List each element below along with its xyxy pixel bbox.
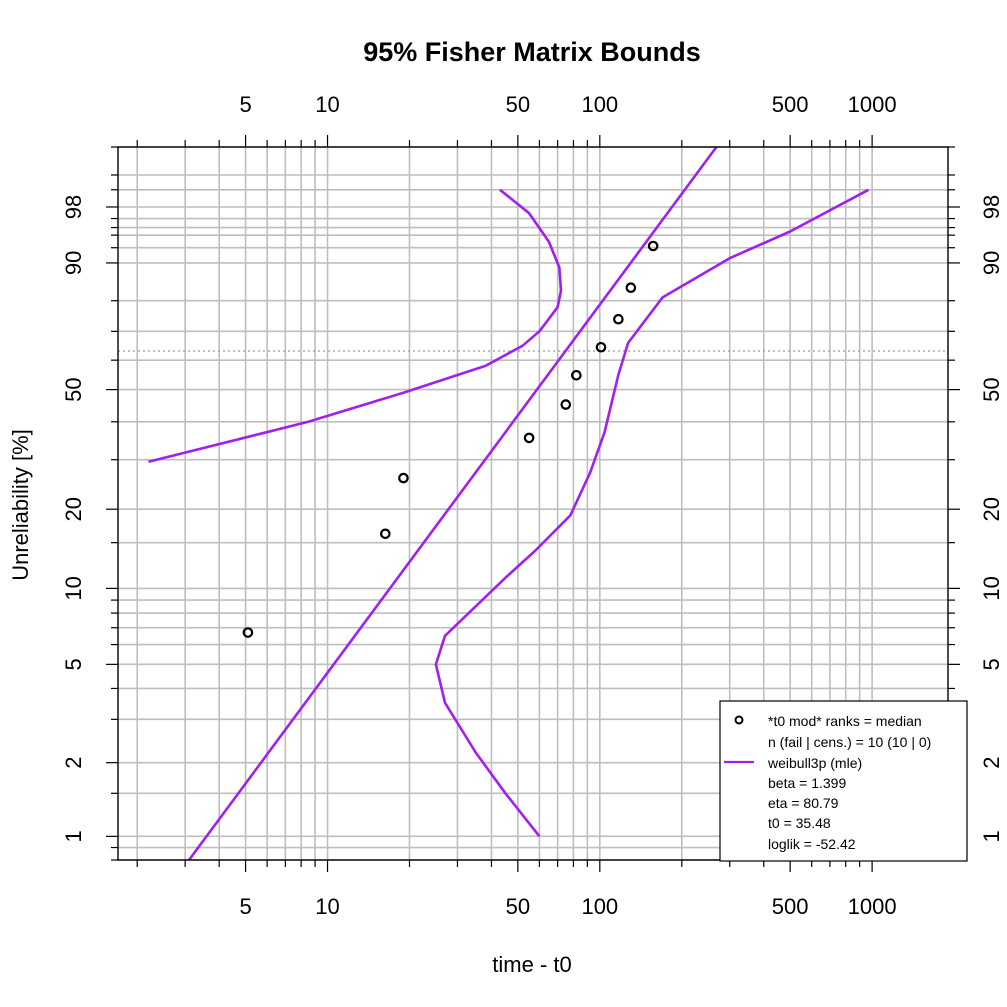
plot-frame xyxy=(117,146,949,861)
y-tick-label-left: 98 xyxy=(61,195,86,219)
legend: *t0 mod* ranks = median n (fail | cens.)… xyxy=(719,700,968,862)
y-tick-label-right: 2 xyxy=(979,757,1004,769)
x-tick-label-top: 1000 xyxy=(848,92,897,117)
y-tick-label-right: 90 xyxy=(979,251,1004,275)
legend-entry: n (fail | cens.) = 10 (10 | 0) xyxy=(768,734,931,750)
legend-entry: eta = 80.79 xyxy=(768,795,839,811)
legend-entry: t0 = 35.48 xyxy=(768,815,831,831)
x-tick-label-top: 5 xyxy=(239,92,251,117)
data-point xyxy=(625,282,637,294)
legend-entry: loglik = -52.42 xyxy=(768,836,856,852)
x-tick-label-bottom: 1000 xyxy=(848,894,897,919)
y-tick-label-right: 1 xyxy=(979,830,1004,842)
y-tick-label-left: 10 xyxy=(61,576,86,600)
data-point xyxy=(523,432,535,444)
y-axis-label: Unreliability [%] xyxy=(8,429,33,581)
x-tick-label-bottom: 100 xyxy=(581,894,618,919)
y-tick-label-left: 90 xyxy=(61,251,86,275)
chart-title: 95% Fisher Matrix Bounds xyxy=(363,37,701,67)
legend-entry: *t0 mod* ranks = median xyxy=(768,713,922,729)
fit-line xyxy=(187,146,718,861)
data-point xyxy=(647,240,659,252)
data-point xyxy=(571,369,582,381)
data-point xyxy=(242,627,254,638)
x-tick-label-top: 10 xyxy=(315,92,339,117)
x-tick-label-top: 50 xyxy=(506,92,530,117)
y-tick-label-left: 1 xyxy=(61,830,86,842)
y-tick-label-right: 10 xyxy=(979,576,1004,600)
legend-point-symbol xyxy=(734,715,744,725)
data-points xyxy=(242,240,659,638)
y-tick-label-left: 50 xyxy=(61,377,86,401)
x-axis-label: time - t0 xyxy=(492,952,571,977)
y-tick-label-left: 20 xyxy=(61,497,86,521)
x-tick-label-bottom: 10 xyxy=(315,894,339,919)
data-point xyxy=(613,313,624,325)
legend-entry: weibull3p (mle) xyxy=(767,755,862,771)
tick-labels: 5 5 10 10 50 50 100 100 500 500 1000 1000 1 1 2 2 5 5 10 10… xyxy=(61,92,1004,919)
y-tick-label-left: 5 xyxy=(61,658,86,670)
curves xyxy=(148,146,870,861)
data-point xyxy=(560,399,572,410)
y-tick-label-right: 98 xyxy=(979,195,1004,219)
data-point xyxy=(398,472,409,484)
legend-box xyxy=(719,700,968,862)
y-tick-label-right: 5 xyxy=(979,658,1004,670)
x-tick-label-bottom: 500 xyxy=(772,894,809,919)
x-tick-label-top: 500 xyxy=(772,92,809,117)
y-tick-label-right: 20 xyxy=(979,497,1004,521)
x-tick-label-top: 100 xyxy=(581,92,618,117)
x-tick-label-bottom: 5 xyxy=(239,894,251,919)
y-tick-label-left: 2 xyxy=(61,757,86,769)
data-point xyxy=(595,341,607,353)
lower-confidence-bound xyxy=(434,188,870,838)
legend-entry: beta = 1.399 xyxy=(768,775,846,791)
upper-confidence-bound xyxy=(148,188,563,464)
data-point xyxy=(380,528,391,540)
x-tick-label-bottom: 50 xyxy=(506,894,530,919)
y-tick-label-right: 50 xyxy=(979,377,1004,401)
